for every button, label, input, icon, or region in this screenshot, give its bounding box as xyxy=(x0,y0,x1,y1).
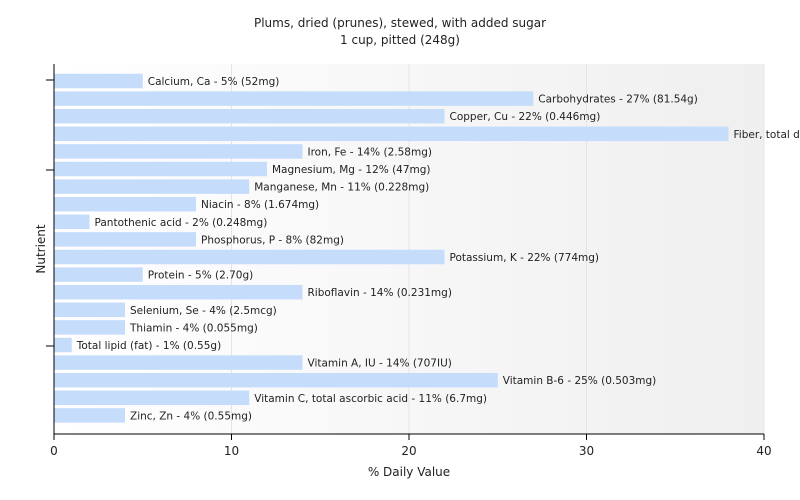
bar xyxy=(54,214,90,230)
bar-label: Vitamin A, IU - 14% (707IU) xyxy=(308,358,452,370)
bar-label: Zinc, Zn - 4% (0.55mg) xyxy=(130,410,252,422)
bar xyxy=(54,108,445,124)
bar-label: Potassium, K - 22% (774mg) xyxy=(450,252,600,264)
bar-label: Iron, Fe - 14% (2.58mg) xyxy=(308,146,432,158)
bar-label: Calcium, Ca - 5% (52mg) xyxy=(148,76,280,88)
bar xyxy=(54,372,498,388)
bar-label: Riboflavin - 14% (0.231mg) xyxy=(308,287,452,299)
grid-lines xyxy=(231,64,765,434)
bar-label: Magnesium, Mg - 12% (47mg) xyxy=(272,164,431,176)
bar xyxy=(54,91,534,106)
chart-subtitle: 1 cup, pitted (248g) xyxy=(340,33,460,47)
chart-title: Plums, dried (prunes), stewed, with adde… xyxy=(254,16,546,30)
x-tick-label: 0 xyxy=(50,444,58,458)
bar xyxy=(54,232,196,247)
bar xyxy=(54,179,250,194)
bar-label: Copper, Cu - 22% (0.446mg) xyxy=(450,111,601,123)
bar xyxy=(54,126,729,142)
x-tick-label: 30 xyxy=(579,444,594,458)
bar-label: Vitamin B-6 - 25% (0.503mg) xyxy=(503,375,657,387)
bar xyxy=(54,390,250,406)
bar-label: Phosphorus, P - 8% (82mg) xyxy=(201,234,344,246)
bar-label: Carbohydrates - 27% (81.54g) xyxy=(538,94,698,106)
bar xyxy=(54,302,125,318)
bar xyxy=(54,320,125,335)
x-tick-label: 20 xyxy=(401,444,416,458)
bar-label: Vitamin C, total ascorbic acid - 11% (6.… xyxy=(254,393,487,405)
bar-label: Selenium, Se - 4% (2.5mcg) xyxy=(130,305,277,317)
bar xyxy=(54,355,303,370)
bar-label: Protein - 5% (2.70g) xyxy=(148,270,254,282)
bar-label: Thiamin - 4% (0.055mg) xyxy=(129,322,258,334)
bar-label: Manganese, Mn - 11% (0.228mg) xyxy=(254,182,429,194)
bar xyxy=(54,249,445,265)
bar xyxy=(54,284,303,300)
axes: 0 10 20 30 40 xyxy=(46,64,772,458)
bar xyxy=(54,73,143,89)
bar xyxy=(54,161,267,177)
x-axis-label: % Daily Value xyxy=(368,465,450,479)
x-tick-label: 10 xyxy=(224,444,239,458)
bar xyxy=(54,267,143,282)
bars: Calcium, Ca - 5% (52mg) Carbohydrates - 2… xyxy=(54,73,800,423)
bar-label: Niacin - 8% (1.674mg) xyxy=(201,199,319,211)
y-axis-label: Nutrient xyxy=(34,224,48,274)
bar xyxy=(54,337,72,353)
bar-label: Total lipid (fat) - 1% (0.55g) xyxy=(76,340,221,352)
bar xyxy=(54,144,303,159)
bar-label: Fiber, total dietary - 38% (9.4g) xyxy=(734,129,800,141)
bar-label: Pantothenic acid - 2% (0.248mg) xyxy=(95,217,268,229)
bar xyxy=(54,196,196,212)
bar xyxy=(54,408,125,423)
x-tick-label: 40 xyxy=(756,444,771,458)
